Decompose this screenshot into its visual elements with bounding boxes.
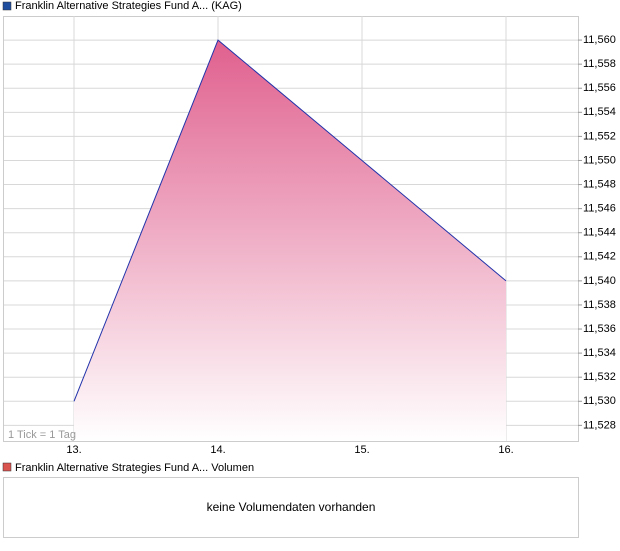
y-tick-label: 11,544 bbox=[583, 227, 616, 239]
y-tick-label: 11,558 bbox=[583, 58, 616, 70]
y-tick-label: 11,536 bbox=[583, 323, 616, 335]
plot-frame bbox=[3, 16, 579, 442]
y-tick-label: 11,556 bbox=[583, 82, 616, 94]
line bbox=[73, 39, 507, 402]
y-tick-label: 11,538 bbox=[583, 299, 616, 311]
y-tick-label: 11,528 bbox=[583, 419, 616, 431]
y-tick-label: 11,540 bbox=[583, 275, 616, 287]
area bbox=[74, 40, 506, 442]
y-tick-label: 11,554 bbox=[583, 106, 616, 118]
y-tick-label: 11,534 bbox=[583, 347, 616, 359]
x-tick-label: 13. bbox=[66, 444, 81, 456]
y-tick-label: 11,548 bbox=[583, 178, 616, 190]
y-tick-label: 11,532 bbox=[583, 371, 616, 383]
volume-message: keine Volumendaten vorhanden bbox=[207, 500, 376, 514]
x-tick-label: 15. bbox=[354, 444, 369, 456]
y-tick-label: 11,542 bbox=[583, 251, 616, 263]
y-tick-label: 11,546 bbox=[583, 203, 616, 215]
legend-swatch bbox=[2, 1, 12, 11]
x-tick-label: 16. bbox=[498, 444, 513, 456]
volume-frame bbox=[3, 477, 579, 538]
legend-label: Franklin Alternative Strategies Fund A..… bbox=[15, 0, 242, 12]
y-tick-label: 11,530 bbox=[583, 395, 616, 407]
y-tick-label: 11,552 bbox=[583, 130, 616, 142]
y-tick-label: 11,550 bbox=[583, 154, 616, 166]
legend-swatch bbox=[2, 462, 12, 472]
legend-label: Franklin Alternative Strategies Fund A..… bbox=[15, 462, 254, 474]
tick-note: 1 Tick = 1 Tag bbox=[8, 429, 76, 441]
y-tick-label: 11,560 bbox=[583, 34, 616, 46]
x-tick-label: 14. bbox=[210, 444, 225, 456]
